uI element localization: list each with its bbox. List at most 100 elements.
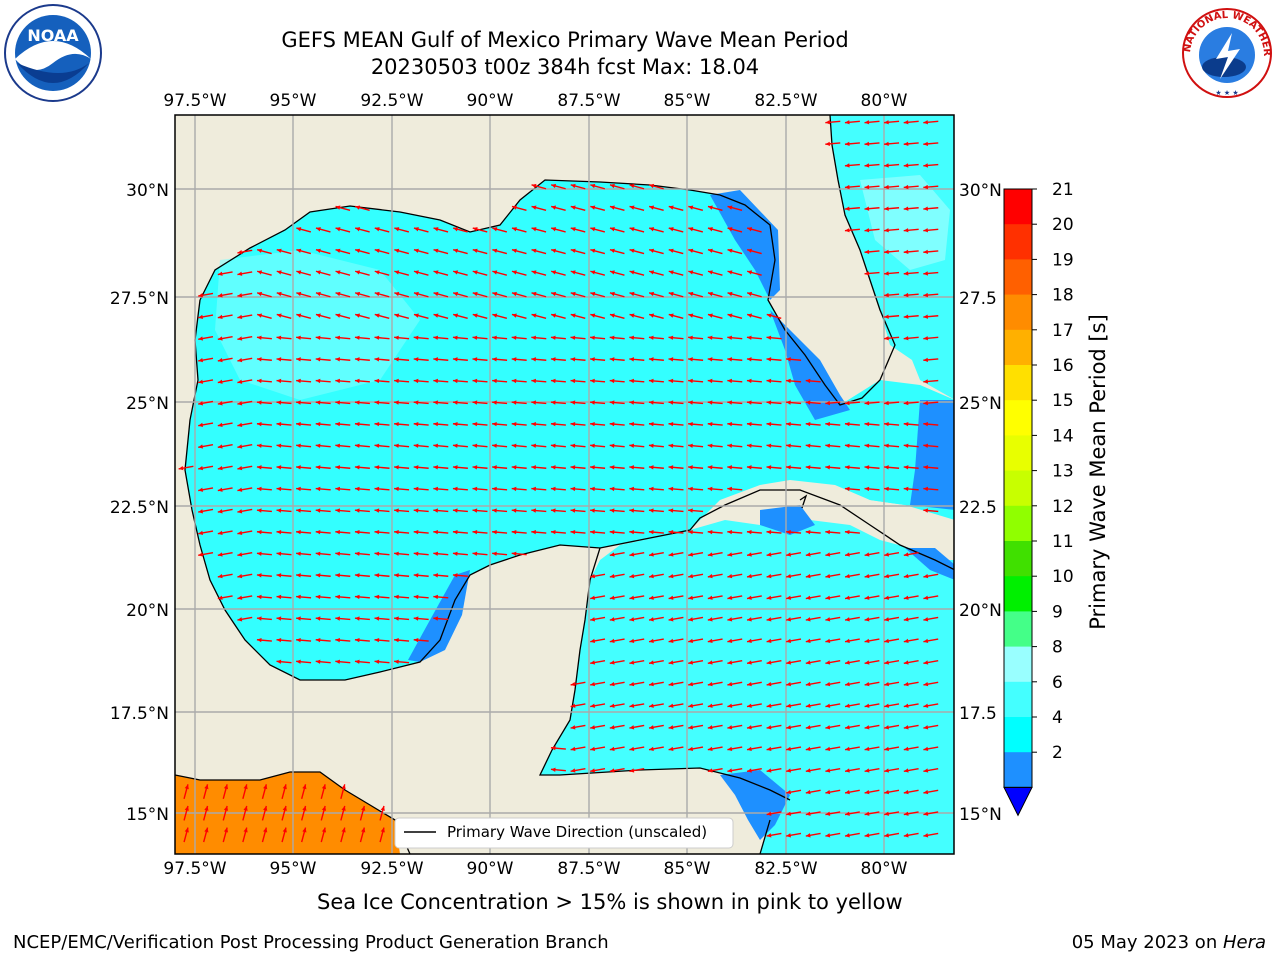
wave-arrow-head [433, 616, 439, 621]
wave-arrow-head [786, 529, 791, 535]
wave-arrow-head [276, 400, 282, 405]
wave-arrow-head [707, 465, 713, 470]
wave-arrow-head [688, 529, 693, 535]
wave-arrow-head [648, 357, 654, 362]
wave-arrow-head [374, 443, 380, 448]
wave-arrow-head [472, 400, 478, 405]
lat-label: 15°N [959, 805, 1002, 825]
wave-arrow-head [766, 421, 772, 427]
lon-label: 95°W [270, 859, 317, 879]
wave-arrow-head [237, 617, 243, 622]
wave-arrow-head [354, 335, 360, 340]
wave-arrow-head [707, 248, 713, 253]
wave-arrow-head [380, 805, 385, 811]
colorbar-tick-label: 4 [1052, 708, 1063, 728]
wave-arrow-head [629, 270, 635, 275]
wave-arrow-head [256, 378, 262, 384]
wave-arrow-head [903, 228, 909, 233]
wave-arrow-head [805, 443, 811, 448]
wave-arrow-head [413, 378, 419, 384]
wave-arrow-head [844, 206, 850, 211]
wave-arrow-head [217, 314, 223, 320]
wave-arrow-head [413, 486, 419, 492]
wave-arrow-head [786, 595, 792, 600]
wave-arrow-head [786, 789, 792, 795]
wave-arrow-head [786, 357, 791, 362]
colorbar-tick-label: 15 [1052, 391, 1074, 411]
wave-arrow-head [472, 551, 478, 556]
wave-arrow-head [688, 595, 694, 600]
wave-arrow-head [903, 400, 909, 406]
arrow-legend: Primary Wave Direction (unscaled) [394, 817, 734, 849]
wave-arrow-head [302, 784, 307, 790]
lat-label: 22.5 [959, 498, 997, 518]
wave-arrow-head [551, 291, 557, 297]
wave-arrow-head [315, 529, 321, 535]
wave-arrow-head [786, 725, 792, 730]
colorbar-segment [1004, 365, 1032, 401]
wave-arrow-head [276, 270, 282, 275]
wave-arrow-head [786, 443, 791, 448]
wave-arrow-head [204, 805, 209, 811]
wave-arrow-head [747, 768, 752, 773]
wave-arrow-head [198, 444, 204, 449]
wave-arrow-head [276, 465, 282, 470]
wave-arrow-head [472, 529, 478, 535]
colorbar-segment [1004, 752, 1032, 788]
wave-arrow-head [531, 291, 537, 297]
wave-arrow-head [923, 400, 929, 406]
wave-arrow-head [531, 465, 537, 470]
wave-arrow-head [296, 270, 302, 275]
wave-arrow-head [727, 335, 733, 340]
wave-arrow-head [923, 768, 929, 773]
footer-credit: NCEP/EMC/Verification Post Processing Pr… [13, 932, 609, 953]
colorbar-tick-label: 8 [1052, 638, 1063, 658]
wave-arrow-head [315, 400, 321, 405]
lat-label: 22.5°N [110, 498, 169, 518]
wave-arrow-head [629, 725, 635, 730]
wave-arrow-head [570, 421, 576, 427]
wave-arrow-head [649, 183, 655, 189]
wave-arrow-head [805, 421, 811, 427]
wave-arrow-head [374, 659, 380, 664]
wave-arrow-head [217, 573, 223, 579]
wave-arrow-head [276, 291, 282, 297]
wave-arrow-head [805, 400, 811, 405]
wave-arrow-head [668, 660, 674, 665]
wave-arrow-head [805, 595, 811, 600]
wave-arrow-head [766, 465, 772, 470]
wave-arrow-head [433, 291, 439, 297]
wave-arrow-head [355, 205, 361, 210]
wave-arrow-head [335, 465, 341, 470]
wave-arrow-head [629, 205, 635, 210]
wave-arrow-head [923, 486, 929, 492]
lat-label: 17.5°N [110, 704, 169, 724]
wave-arrow-head [884, 184, 889, 190]
wave-arrow-head [550, 486, 556, 492]
wave-arrow-head [433, 421, 439, 427]
wave-arrow-head [766, 681, 772, 687]
wave-arrow-head [864, 768, 870, 773]
wave-arrow-head [413, 637, 419, 643]
wave-arrow-head [649, 552, 654, 557]
colorbar-tick-label: 19 [1052, 250, 1074, 270]
wave-arrow-head [492, 227, 498, 232]
wave-arrow-head [204, 827, 209, 833]
wave-arrow-head [903, 617, 909, 622]
wave-arrow-head [433, 443, 439, 448]
wave-arrow-head [923, 228, 929, 233]
wave-arrow-head [590, 508, 595, 513]
wave-arrow-head [590, 486, 595, 492]
wave-arrow-head [688, 703, 694, 708]
wave-arrow-head [472, 313, 478, 318]
wave-arrow-head [766, 529, 772, 535]
wave-arrow-head [688, 681, 694, 687]
wave-arrow-head [531, 421, 537, 427]
wave-arrow-head [707, 335, 713, 340]
wave-arrow-head [668, 378, 674, 384]
wave-arrow-head [452, 551, 458, 556]
wave-arrow-head [884, 120, 889, 125]
wave-arrow-head [884, 336, 889, 341]
wave-arrow-head [786, 746, 792, 752]
wave-arrow-head [844, 228, 850, 233]
